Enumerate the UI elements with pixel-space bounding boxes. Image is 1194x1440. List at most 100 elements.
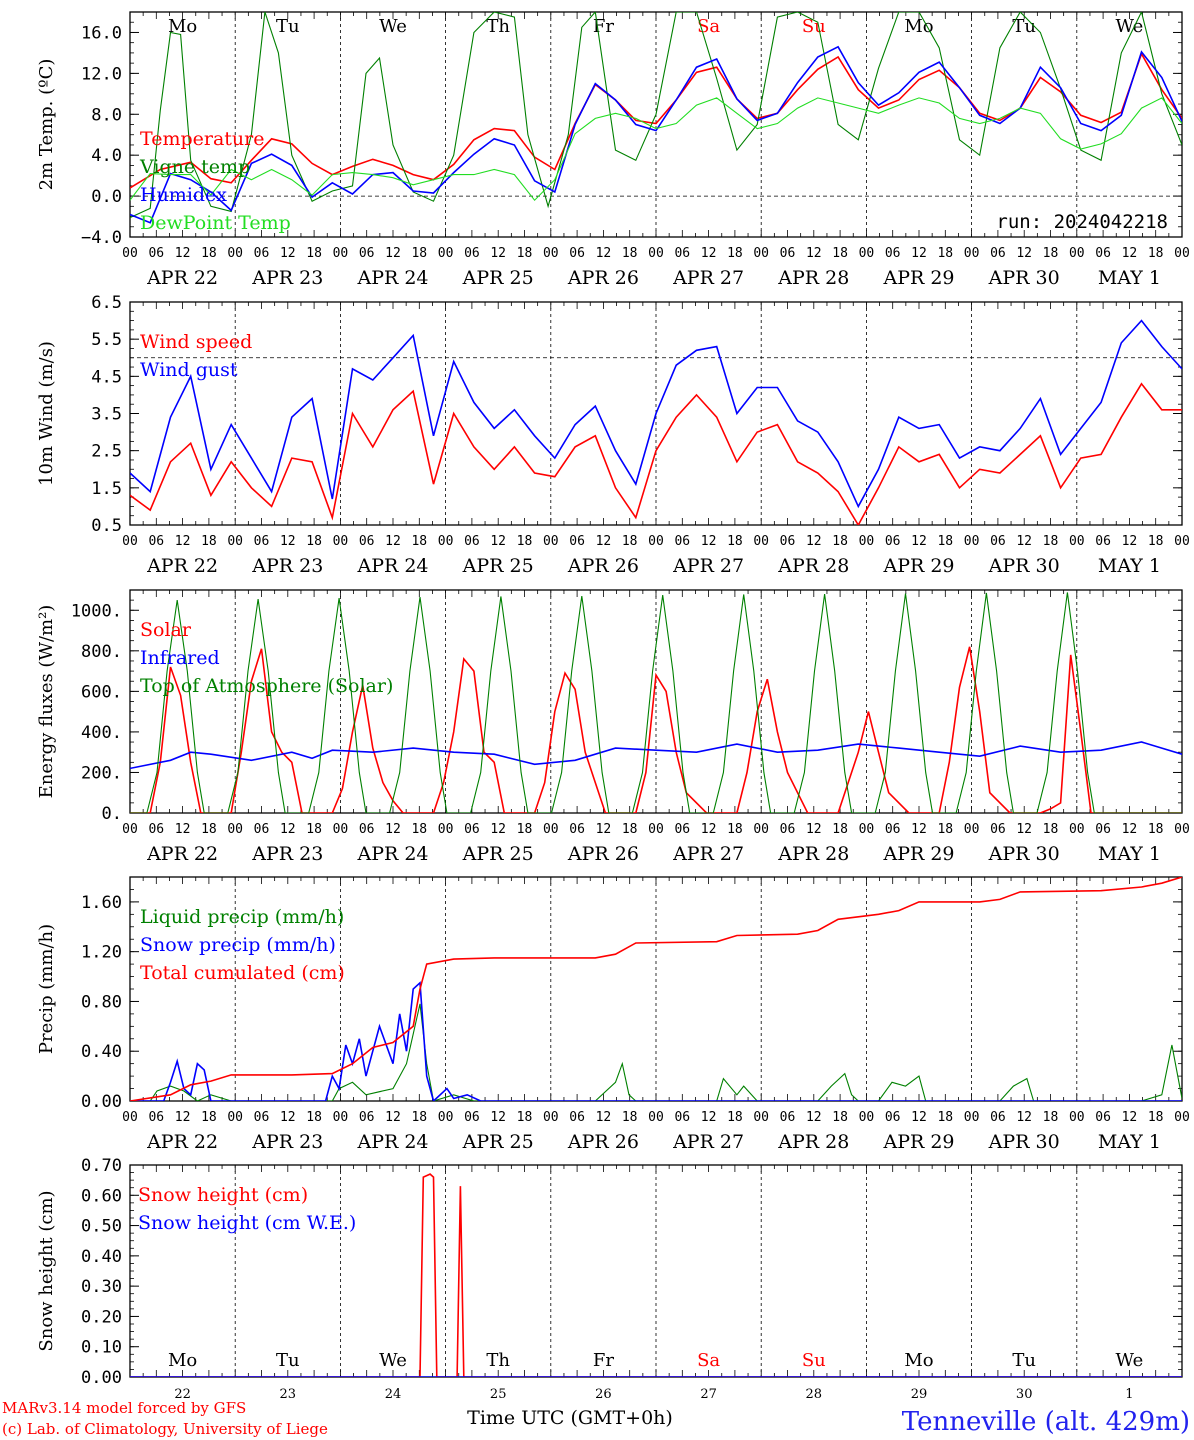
date-label: APR 22 [146, 1131, 218, 1153]
date-label: 1 [1125, 1387, 1133, 1402]
hour-label: 18 [832, 246, 848, 261]
hour-label: 06 [464, 1110, 480, 1125]
credit-lab: (c) Lab. of Climatology, University of L… [2, 1420, 328, 1438]
legend-entry: Humidex [140, 184, 227, 206]
legend-entry: Infrared [140, 647, 220, 669]
hour-label: 06 [148, 1110, 164, 1125]
hour-label: 18 [1043, 822, 1059, 837]
hour-label: 06 [990, 822, 1006, 837]
hour-label: 12 [280, 246, 296, 261]
weekday-label: Tu [276, 16, 300, 37]
hour-label: 18 [937, 1110, 953, 1125]
y-tick-label: 600. [81, 682, 122, 702]
hour-label: 00 [648, 246, 664, 261]
hour-label: 12 [1016, 822, 1032, 837]
hour-label: 06 [254, 246, 270, 261]
y-tick-label: 8.0 [91, 105, 122, 125]
hour-label: 18 [411, 246, 427, 261]
hour-label: 00 [333, 1110, 349, 1125]
hour-label: 06 [464, 534, 480, 549]
hour-label: 00 [543, 246, 559, 261]
weekday-label: We [379, 16, 407, 37]
hour-label: 18 [201, 534, 217, 549]
hour-label: 18 [411, 1110, 427, 1125]
hour-label: 06 [990, 246, 1006, 261]
series-line-4 [130, 97, 1182, 202]
hour-label: 00 [227, 822, 243, 837]
date-label: APR 23 [251, 267, 323, 289]
hour-label: 06 [1095, 822, 1111, 837]
weekday-label: Mo [904, 1350, 933, 1371]
date-label: 28 [806, 1387, 823, 1402]
hour-label: 06 [464, 822, 480, 837]
hour-label: 18 [832, 534, 848, 549]
credit-model: MARv3.14 model forced by GFS [2, 1399, 246, 1417]
hour-label: 18 [622, 246, 638, 261]
hour-label: 12 [1122, 534, 1138, 549]
run-label: run: 2024042218 [996, 211, 1168, 233]
date-label: 26 [595, 1387, 612, 1402]
date-label: APR 28 [777, 843, 849, 865]
hour-label: 06 [254, 1110, 270, 1125]
series-line-1 [130, 646, 1182, 813]
hour-label: 00 [122, 1110, 138, 1125]
date-label: APR 23 [251, 843, 323, 865]
hour-label: 12 [175, 246, 191, 261]
date-label: APR 29 [882, 843, 954, 865]
hour-label: 18 [517, 534, 533, 549]
hour-label: 18 [517, 246, 533, 261]
series-line-2 [130, 981, 1182, 1101]
hour-label: 00 [1069, 246, 1085, 261]
hour-label: 12 [596, 822, 612, 837]
y-tick-label: 0. [102, 804, 122, 824]
hour-label: 12 [806, 534, 822, 549]
hour-label: 00 [859, 822, 875, 837]
date-label: APR 24 [356, 1131, 428, 1153]
hour-label: 00 [333, 822, 349, 837]
series-line-2 [130, 741, 1182, 770]
weekday-label: Mo [168, 1350, 197, 1371]
legend-entry: Top of Atmosphere (Solar) [140, 675, 393, 697]
date-label: APR 28 [777, 555, 849, 577]
hour-label: 18 [201, 822, 217, 837]
date-label: 30 [1016, 1387, 1033, 1402]
legend-entry: Snow height (cm) [138, 1184, 308, 1206]
y-axis-label: 10m Wind (m/s) [36, 341, 57, 486]
hour-label: 00 [227, 246, 243, 261]
hour-label: 18 [727, 822, 743, 837]
hour-label: 18 [517, 822, 533, 837]
hour-label: 00 [1174, 822, 1190, 837]
hour-label: 06 [780, 822, 796, 837]
date-label: APR 22 [146, 843, 218, 865]
weekday-label: Fr [593, 1350, 614, 1371]
hour-label: 00 [1069, 1110, 1085, 1125]
y-tick-label: 4.0 [91, 146, 122, 166]
weekday-label: Mo [168, 16, 197, 37]
hour-label: 00 [543, 534, 559, 549]
date-label: APR 27 [672, 555, 744, 577]
hour-label: 18 [937, 534, 953, 549]
y-tick-label: 16.0 [81, 23, 122, 43]
series-line-1 [130, 382, 1182, 525]
date-label: APR 23 [251, 555, 323, 577]
date-label: APR 30 [988, 267, 1060, 289]
date-label: APR 30 [988, 843, 1060, 865]
hour-label: 12 [1122, 246, 1138, 261]
hour-label: 00 [543, 822, 559, 837]
hour-label: 18 [306, 534, 322, 549]
hour-label: 18 [622, 822, 638, 837]
y-tick-label: 400. [81, 723, 122, 743]
date-label: APR 30 [988, 555, 1060, 577]
hour-label: 00 [227, 1110, 243, 1125]
hour-label: 18 [306, 246, 322, 261]
hour-label: 00 [648, 822, 664, 837]
hour-label: 06 [885, 822, 901, 837]
hour-label: 00 [333, 246, 349, 261]
hour-label: 18 [201, 246, 217, 261]
y-tick-label: 2.5 [91, 442, 122, 462]
y-tick-label: 0.60 [81, 1186, 122, 1206]
hour-label: 18 [201, 1110, 217, 1125]
hour-label: 06 [254, 822, 270, 837]
y-tick-label: 0.80 [81, 992, 122, 1012]
hour-label: 00 [438, 822, 454, 837]
